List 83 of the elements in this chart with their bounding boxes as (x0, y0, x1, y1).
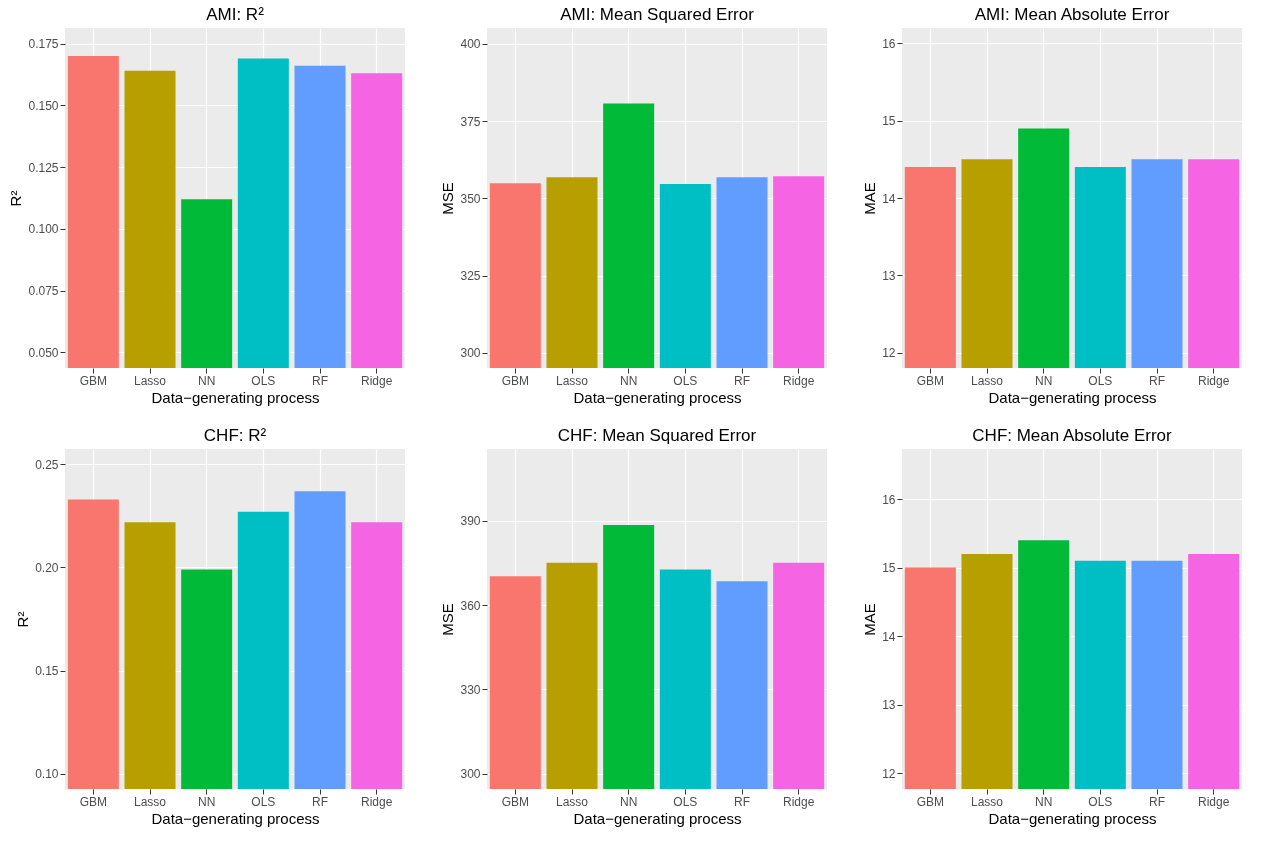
x-tick-label: Lasso (555, 373, 589, 388)
y-tick-label: 0.125 (28, 160, 59, 175)
y-axis-title: MSE (439, 603, 457, 636)
y-tick-label: 13 (882, 698, 896, 713)
x-axis-title: Data−generating process (988, 809, 1157, 827)
y-tick-label: 12 (882, 346, 896, 361)
y-tick-label: 0.100 (28, 222, 59, 237)
y-tick-label: 0.25 (35, 457, 59, 472)
y-tick-label: 15 (882, 114, 896, 129)
x-tick-label: Ridge (782, 794, 815, 809)
x-axis-title: Data−generating process (151, 388, 320, 406)
x-tick-label: RF (734, 373, 750, 388)
x-tick-label: RF (312, 373, 328, 388)
y-tick-label: 400 (460, 37, 481, 52)
x-tick-label: Lasso (970, 373, 1004, 388)
y-tick-label: 390 (460, 514, 481, 529)
y-tick-label: 14 (882, 191, 896, 206)
y-tick-label: 360 (460, 598, 481, 613)
x-tick-label: GBM (79, 373, 108, 388)
x-tick-label: Lasso (970, 794, 1004, 809)
x-axis-title: Data−generating process (573, 809, 742, 827)
x-tick-label: OLS (1088, 794, 1113, 809)
y-axis-title: MSE (439, 182, 457, 215)
x-tick-label: OLS (673, 794, 698, 809)
y-tick-label: 0.20 (35, 560, 59, 575)
x-tick-label: Lasso (133, 373, 167, 388)
x-tick-label: Ridge (782, 373, 815, 388)
chart-title: CHF: R² (203, 426, 267, 445)
y-tick-label: 375 (460, 114, 481, 129)
chart-title: AMI: Mean Absolute Error (974, 5, 1170, 24)
y-tick-label: 300 (460, 767, 481, 782)
x-tick-label: Lasso (133, 794, 167, 809)
y-axis-title: MAE (861, 603, 879, 636)
y-tick-label: 16 (882, 492, 896, 507)
x-axis-title: Data−generating process (573, 388, 742, 406)
y-tick-label: 325 (460, 269, 481, 284)
y-tick-label: 350 (460, 191, 481, 206)
x-tick-label: RF (1149, 794, 1165, 809)
y-tick-label: 0.15 (35, 664, 59, 679)
x-tick-label: NN (619, 794, 638, 809)
x-tick-label: GBM (501, 794, 530, 809)
x-tick-label: NN (1034, 794, 1053, 809)
x-tick-label: NN (1034, 373, 1053, 388)
x-tick-label: GBM (916, 794, 945, 809)
y-tick-label: 300 (460, 346, 481, 361)
chart-title: CHF: Mean Absolute Error (972, 426, 1173, 445)
x-axis-title: Data−generating process (988, 388, 1157, 406)
x-tick-label: Ridge (360, 373, 393, 388)
y-tick-label: 330 (460, 682, 481, 697)
x-tick-label: NN (619, 373, 638, 388)
x-tick-label: NN (197, 373, 216, 388)
x-tick-label: NN (197, 794, 216, 809)
x-tick-label: OLS (1088, 373, 1113, 388)
y-tick-label: 12 (882, 766, 896, 781)
y-tick-label: 0.050 (28, 345, 59, 360)
x-tick-label: RF (734, 794, 750, 809)
x-tick-label: OLS (251, 794, 276, 809)
y-axis-title: R² (14, 611, 32, 628)
y-axis-title: MAE (861, 182, 879, 215)
x-tick-label: Ridge (1197, 373, 1230, 388)
y-tick-label: 15 (882, 561, 896, 576)
y-axis-title: R² (7, 190, 25, 207)
x-tick-label: OLS (673, 373, 698, 388)
y-tick-label: 0.175 (28, 37, 59, 52)
x-tick-label: Lasso (555, 794, 589, 809)
x-tick-label: RF (1149, 373, 1165, 388)
y-tick-label: 14 (882, 629, 896, 644)
y-tick-label: 0.10 (35, 767, 59, 782)
chart-title: CHF: Mean Squared Error (557, 426, 757, 445)
x-tick-label: GBM (79, 794, 108, 809)
y-tick-label: 13 (882, 268, 896, 283)
x-tick-label: Ridge (1197, 794, 1230, 809)
x-tick-label: Ridge (360, 794, 393, 809)
y-tick-label: 16 (882, 36, 896, 51)
x-tick-label: OLS (251, 373, 276, 388)
x-tick-label: GBM (916, 373, 945, 388)
x-tick-label: RF (312, 794, 328, 809)
chart-title: AMI: Mean Squared Error (560, 5, 755, 24)
chart-title: AMI: R² (206, 5, 265, 24)
y-tick-label: 0.150 (28, 98, 59, 113)
y-tick-label: 0.075 (28, 284, 59, 299)
x-tick-label: GBM (501, 373, 530, 388)
x-axis-title: Data−generating process (151, 809, 320, 827)
